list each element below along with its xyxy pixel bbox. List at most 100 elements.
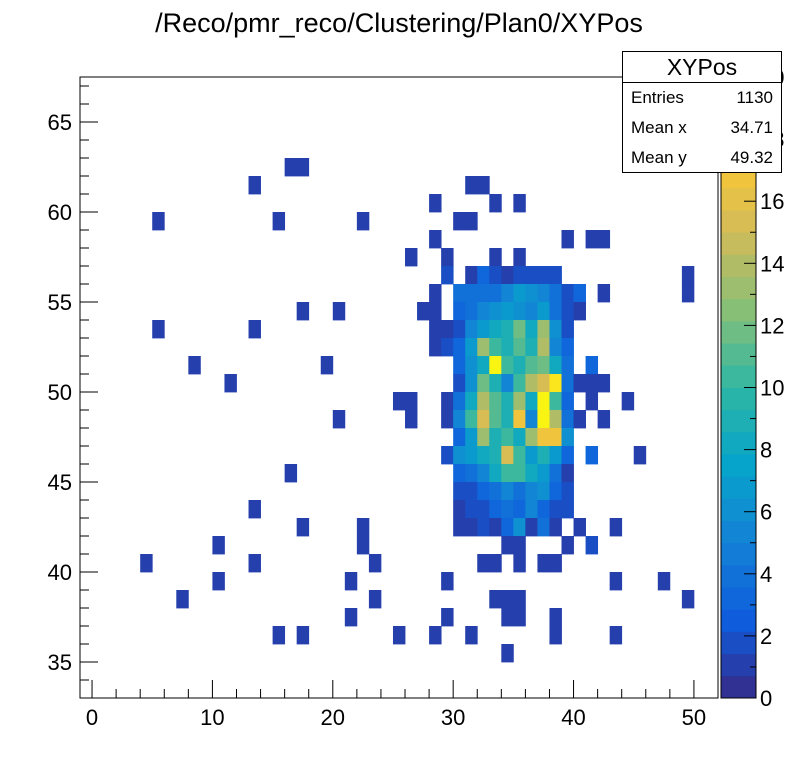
heatmap-cell <box>489 320 502 339</box>
heatmap-cell <box>477 176 490 195</box>
heatmap-cell <box>561 284 574 303</box>
heatmap-cell <box>525 266 538 285</box>
stats-label: Mean y <box>631 148 687 167</box>
heatmap-cell <box>513 266 526 285</box>
heatmap-cell <box>501 464 514 483</box>
heatmap-cell <box>429 230 442 249</box>
heatmap-cell <box>489 356 502 375</box>
heatmap-cell <box>549 392 562 411</box>
heatmap-cell <box>453 518 466 537</box>
heatmap-cell <box>465 392 478 411</box>
heatmap-cell <box>537 446 550 465</box>
heatmap-cell <box>561 356 574 375</box>
palette-band <box>721 498 756 521</box>
heatmap-cell <box>561 536 574 555</box>
heatmap-cell <box>465 428 478 447</box>
heatmap-cell <box>585 230 599 249</box>
heatmap-cell <box>489 374 502 393</box>
heatmap-cell <box>549 518 562 537</box>
palette-band <box>721 298 756 322</box>
heatmap-cell <box>537 320 550 339</box>
y-tick-label: 35 <box>48 650 72 675</box>
palette-band <box>721 343 756 366</box>
heatmap-cell <box>477 554 490 573</box>
heatmap-cell <box>525 338 538 357</box>
heatmap-cell <box>477 482 490 501</box>
heatmap-cell <box>477 446 490 465</box>
palette-band <box>721 254 756 278</box>
heatmap-cell <box>368 554 382 573</box>
heatmap-cell <box>465 374 478 393</box>
heatmap-cell <box>224 374 237 393</box>
palette-tick-label: 12 <box>760 313 784 338</box>
heatmap-cell <box>597 230 611 249</box>
heatmap-cell <box>681 590 695 609</box>
heatmap-cell <box>549 374 562 393</box>
heatmap-cell <box>176 590 189 609</box>
heatmap-cell <box>296 302 310 321</box>
heatmap-cell <box>561 302 574 321</box>
heatmap-cell <box>320 356 334 375</box>
heatmap-cell <box>549 464 562 483</box>
palette-band <box>721 431 756 455</box>
heatmap-cell <box>525 302 538 321</box>
heatmap-cell <box>356 518 370 537</box>
heatmap-cell <box>477 374 490 393</box>
heatmap-cell <box>501 644 514 663</box>
palette-band <box>721 409 756 433</box>
heatmap-cell <box>561 464 574 483</box>
heatmap-cell <box>537 554 550 573</box>
heatmap-cell <box>585 536 599 555</box>
palette-band <box>721 387 756 411</box>
heatmap-cell <box>441 608 454 627</box>
heatmap-cell <box>284 158 298 177</box>
heatmap-cell <box>525 410 538 429</box>
heatmap-cell <box>513 428 526 447</box>
heatmap-cell <box>525 500 538 519</box>
heatmap-cell <box>549 410 562 429</box>
heatmap-cell <box>405 392 418 411</box>
heatmap-cell <box>501 590 514 609</box>
palette-band <box>721 232 756 255</box>
palette-band <box>721 542 756 566</box>
palette-tick-label: 4 <box>760 562 772 587</box>
heatmap-cell <box>465 464 478 483</box>
heatmap-cell <box>609 518 623 537</box>
palette-band <box>721 476 756 499</box>
heatmap-cell <box>344 608 358 627</box>
heatmap-cell <box>465 338 478 357</box>
heatmap-cell <box>513 446 526 465</box>
heatmap-cell <box>585 374 599 393</box>
heatmap-cell <box>501 320 514 339</box>
heatmap-cell <box>296 158 310 177</box>
heatmap-cell <box>368 590 382 609</box>
heatmap-cell <box>549 302 562 321</box>
heatmap-cell <box>489 464 502 483</box>
palette-tick-label: 6 <box>760 500 772 525</box>
heatmap-cell <box>477 320 490 339</box>
heatmap-cell <box>356 212 370 231</box>
stats-label: Mean x <box>631 118 687 137</box>
heatmap-cell <box>561 428 574 447</box>
y-tick-label: 50 <box>48 380 72 405</box>
heatmap-cell <box>501 608 514 627</box>
heatmap-cell <box>513 320 526 339</box>
heatmap-cell <box>453 446 466 465</box>
heatmap-cell <box>501 446 514 465</box>
palette-tick-label: 0 <box>760 686 772 711</box>
heatmap-cell <box>597 410 611 429</box>
heatmap-cell <box>477 338 490 357</box>
y-tick-label: 45 <box>48 470 72 495</box>
heatmap-cell <box>513 248 526 267</box>
heatmap-cell <box>513 500 526 519</box>
heatmap-cell <box>585 356 599 375</box>
heatmap-cell <box>525 320 538 339</box>
heatmap-cell <box>549 266 562 285</box>
palette-band <box>721 187 756 211</box>
x-tick-label: 40 <box>561 705 585 730</box>
heatmap-cell <box>513 356 526 375</box>
heatmap-cell <box>525 356 538 375</box>
palette-tick-label: 8 <box>760 438 772 463</box>
heatmap-cell <box>525 518 538 537</box>
heatmap-cell <box>513 536 526 555</box>
